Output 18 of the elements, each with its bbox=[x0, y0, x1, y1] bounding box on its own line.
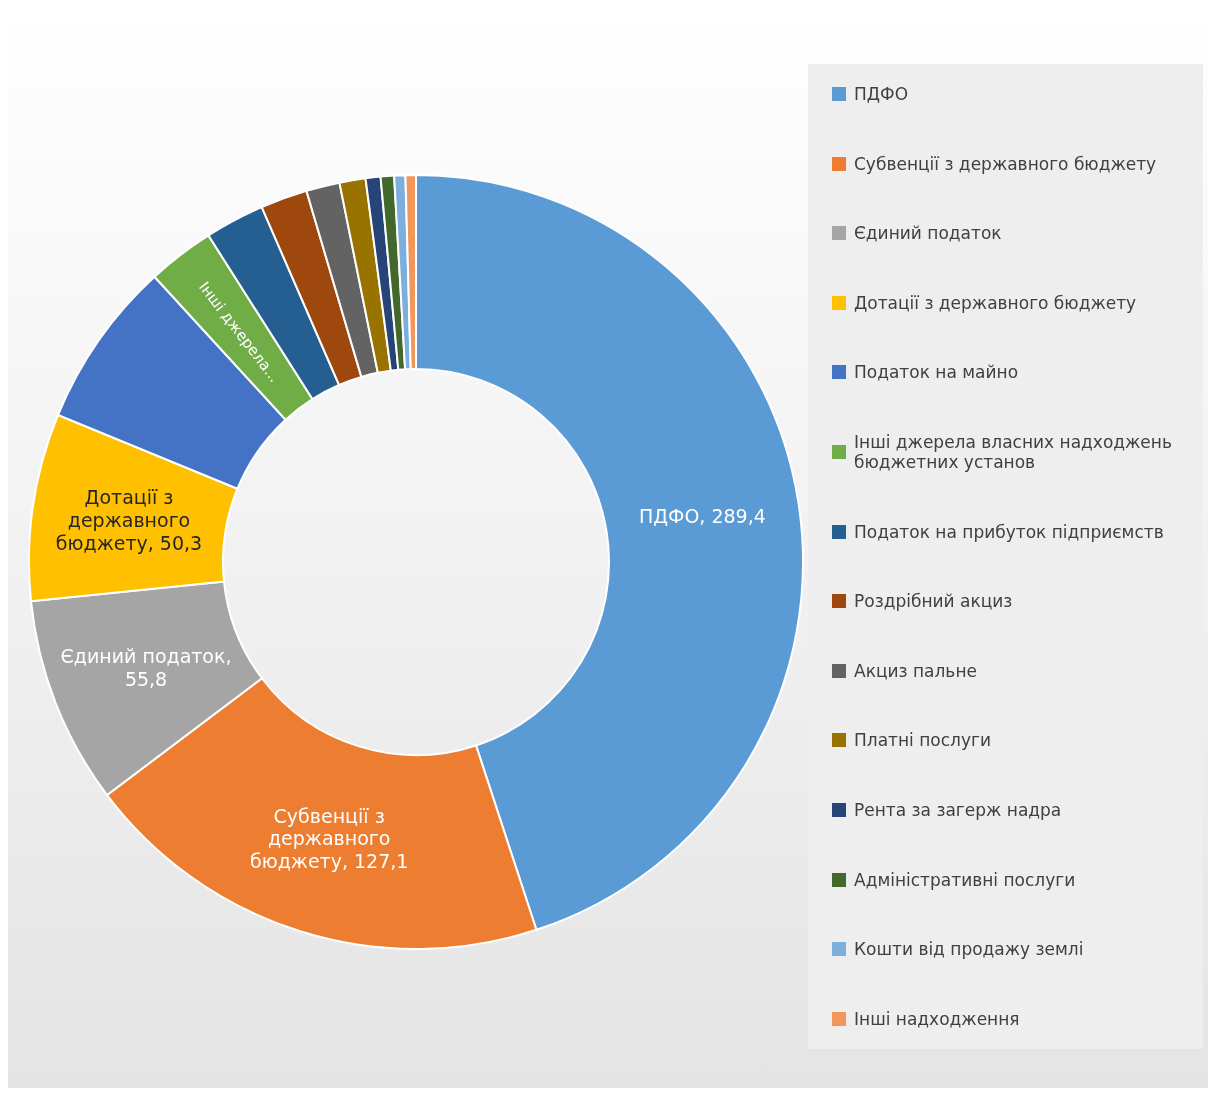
legend-label: Інші надходження bbox=[854, 1008, 1020, 1029]
data-label: Субвенції з державного бюджету, 127,1 bbox=[249, 804, 409, 873]
legend-label: Роздрібний акциз bbox=[854, 591, 1013, 612]
legend-label: ПДФО bbox=[854, 84, 909, 104]
data-label: Дотації з державного бюджету, 50,3 bbox=[55, 486, 203, 554]
legend-label: Адміністративні послуги bbox=[854, 869, 1076, 890]
legend-label: Єдиний податок bbox=[854, 223, 1002, 244]
legend-label: Податок на прибуток підприємств bbox=[854, 521, 1164, 542]
legend-label: Кошти від продажу землі bbox=[854, 939, 1084, 960]
legend-label: Рента за загерж надра bbox=[854, 800, 1062, 821]
legend-label: Дотації з державного бюджету bbox=[854, 292, 1137, 313]
legend-label: Платні послуги bbox=[854, 730, 991, 751]
legend-label: Субвенції з державного бюджету bbox=[854, 153, 1157, 174]
legend-label: Податок на майно bbox=[854, 362, 1019, 383]
legend-label: Акциз пальне bbox=[854, 660, 977, 681]
data-label: ПДФО, 289,4 bbox=[638, 504, 766, 527]
legend-label: Інші джерела власних надходжень бюджетних установ bbox=[854, 432, 1173, 473]
data-label: Єдиний податок, 55,8 bbox=[60, 645, 232, 690]
